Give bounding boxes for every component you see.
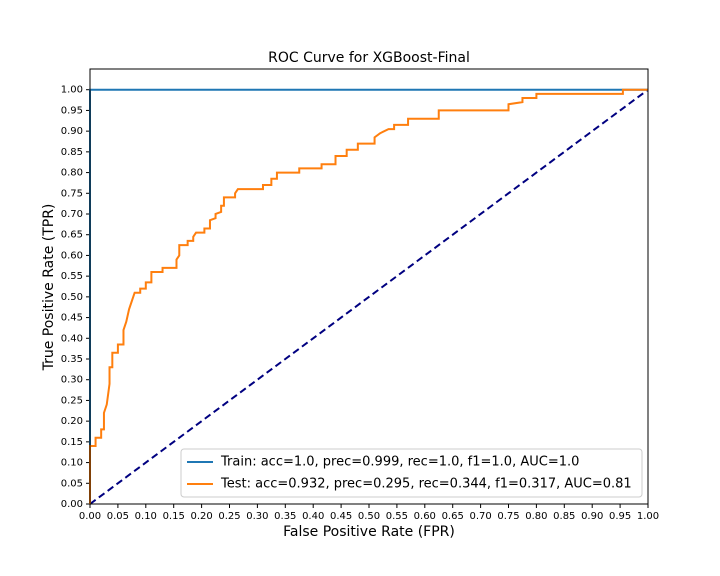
x-tick-label: 0.40 — [302, 511, 324, 522]
x-tick-label: 0.35 — [274, 511, 296, 522]
diagonal-line — [89, 88, 649, 505]
y-tick-label: 0.00 — [61, 499, 83, 510]
chart-title: ROC Curve for XGBoost-Final — [268, 50, 470, 66]
x-axis-label: False Positive Rate (FPR) — [283, 524, 455, 540]
x-tick-label: 0.00 — [79, 511, 101, 522]
x-tick-label: 0.25 — [218, 511, 240, 522]
y-tick-label: 0.70 — [61, 209, 83, 220]
x-tick-label: 0.20 — [190, 511, 212, 522]
x-tick-label: 0.85 — [553, 511, 575, 522]
x-tick-label: 0.10 — [135, 511, 157, 522]
y-tick-label: 0.25 — [61, 395, 83, 406]
x-tick-label: 0.60 — [414, 511, 436, 522]
x-tick-label: 0.15 — [163, 511, 185, 522]
legend-label: Test: acc=0.932, prec=0.295, rec=0.344, … — [220, 477, 632, 492]
y-tick-label: 0.65 — [61, 230, 83, 241]
x-tick-label: 0.05 — [107, 511, 129, 522]
x-tick-label: 0.30 — [246, 511, 268, 522]
x-tick-label: 0.45 — [330, 511, 352, 522]
x-tick-label: 0.90 — [581, 511, 603, 522]
x-tick-label: 0.55 — [386, 511, 408, 522]
y-tick-label: 0.90 — [61, 126, 83, 137]
y-axis-label: True Positive Rate (TPR) — [41, 204, 57, 372]
y-tick-label: 0.85 — [61, 147, 83, 158]
x-tick-label: 0.80 — [525, 511, 547, 522]
x-tick-label: 0.95 — [609, 511, 631, 522]
x-tick-label: 0.70 — [469, 511, 491, 522]
y-tick-label: 0.75 — [61, 188, 83, 199]
y-tick-label: 0.40 — [61, 333, 83, 344]
y-tick-label: 0.50 — [61, 292, 83, 303]
y-tick-label: 0.20 — [61, 416, 83, 427]
y-tick-label: 0.55 — [61, 271, 83, 282]
y-tick-label: 0.95 — [61, 105, 83, 116]
y-tick-label: 0.30 — [61, 375, 83, 386]
x-tick-label: 0.65 — [442, 511, 464, 522]
y-tick-label: 0.45 — [61, 313, 83, 324]
legend-box — [180, 448, 643, 498]
y-tick-label: 0.15 — [61, 437, 83, 448]
y-tick-label: 0.05 — [61, 478, 83, 489]
plot-frame — [89, 68, 649, 505]
y-tick-label: 0.10 — [61, 458, 83, 469]
y-tick-label: 0.80 — [61, 168, 83, 179]
roc-line — [89, 88, 648, 504]
y-tick-label: 1.00 — [61, 85, 83, 96]
x-tick-label: 0.75 — [497, 511, 519, 522]
y-tick-label: 0.35 — [61, 354, 83, 365]
y-tick-label: 0.60 — [61, 250, 83, 261]
x-tick-label: 1.00 — [637, 511, 659, 522]
legend-label: Train: acc=1.0, prec=0.999, rec=1.0, f1=… — [220, 455, 579, 470]
x-tick-label: 0.50 — [358, 511, 380, 522]
